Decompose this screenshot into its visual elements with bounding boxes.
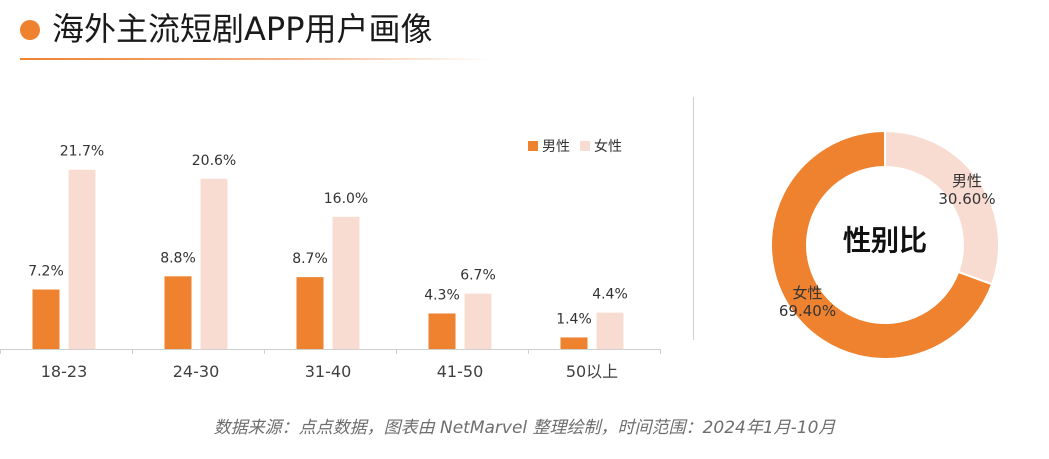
legend-item-male: 男性	[528, 136, 570, 156]
donut-label-female-name: 女性	[792, 284, 823, 302]
section-divider	[693, 97, 694, 340]
data-label-female-41-50: 6.7%	[460, 268, 496, 284]
x-tick-label-41-50: 41-50	[437, 362, 484, 381]
legend-label-female: 女性	[594, 139, 622, 155]
legend-swatch-male	[528, 141, 538, 151]
x-tick-label-31-40: 31-40	[305, 362, 352, 381]
data-label-male-18-23: 7.2%	[28, 264, 64, 280]
title-underline	[20, 58, 490, 60]
bar-male-50以上	[560, 337, 588, 349]
source-note: 数据来源：点点数据，图表由 NetMarvel 整理绘制，时间范围：2024年1…	[213, 418, 836, 438]
x-tick-label-50以上: 50以上	[566, 362, 618, 381]
bar-male-24-30	[164, 276, 192, 349]
legend-swatch-female	[580, 141, 590, 151]
data-label-female-31-40: 16.0%	[324, 191, 368, 207]
bar-female-24-30	[200, 178, 228, 349]
data-label-female-24-30: 20.6%	[192, 153, 236, 169]
title-bullet-icon	[20, 20, 40, 40]
bar-female-50以上	[596, 312, 624, 349]
bar-female-18-23	[68, 169, 96, 349]
donut-center-title: 性别比	[842, 224, 927, 257]
legend-label-male: 男性	[542, 139, 570, 155]
data-label-male-31-40: 8.7%	[292, 251, 328, 267]
bar-male-18-23	[32, 289, 60, 349]
data-label-male-24-30: 8.8%	[160, 250, 196, 266]
data-label-female-50以上: 4.4%	[592, 287, 628, 303]
donut-label-female-value: 69.40%	[778, 302, 837, 320]
bar-male-31-40	[296, 277, 324, 349]
donut-label-male: 男性 30.60%	[922, 172, 1012, 208]
x-tick-label-24-30: 24-30	[173, 362, 220, 381]
bar-chart-legend: 男性 女性	[528, 136, 632, 156]
donut-slice-female	[770, 129, 994, 360]
page-title: 海外主流短剧APP用户画像	[52, 10, 433, 48]
bar-female-31-40	[332, 216, 360, 349]
data-label-female-18-23: 21.7%	[60, 144, 104, 160]
data-label-male-50以上: 1.4%	[556, 311, 592, 327]
x-tick-label-18-23: 18-23	[41, 362, 88, 381]
donut-label-male-name: 男性	[951, 172, 982, 190]
data-label-male-41-50: 4.3%	[424, 287, 460, 303]
bar-female-41-50	[464, 293, 492, 349]
gender-ratio-donut-chart	[770, 129, 1000, 360]
donut-label-male-value: 30.60%	[938, 190, 996, 208]
donut-label-female: 女性 69.40%	[765, 284, 850, 320]
legend-item-female: 女性	[580, 136, 622, 156]
bar-male-41-50	[428, 313, 456, 349]
age-gender-bar-chart: 7.2% 21.7% 18-23 8.8% 20.6% 24-30 8.7% 16.0% 31-…	[0, 144, 661, 381]
